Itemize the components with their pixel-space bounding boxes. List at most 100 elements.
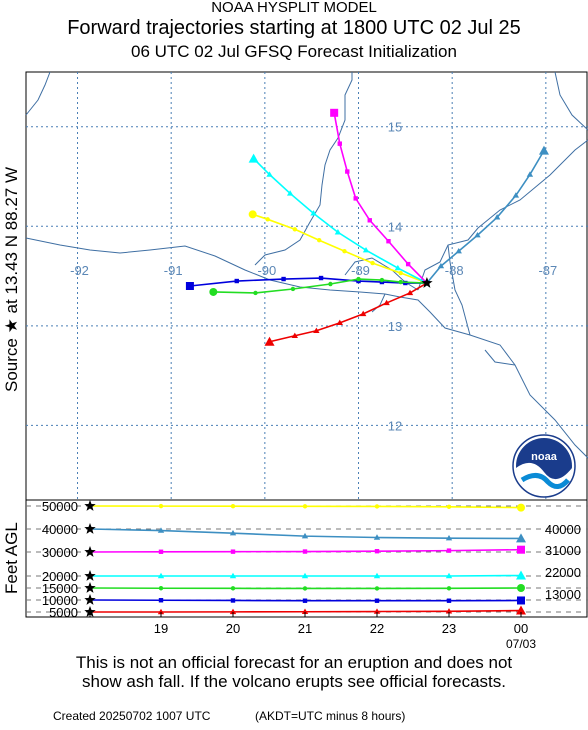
height-start-star-cyan: [84, 570, 96, 581]
height-left-label-6: 5000: [49, 605, 78, 620]
trajectory-red: [269, 282, 428, 343]
trajectory-cyan-point-1: [394, 264, 402, 271]
time-tick-label-2: 20: [226, 621, 240, 636]
height-steelblue-point-4: [373, 534, 381, 540]
height-red-point-3: [301, 608, 309, 614]
trajectory-steelblue-point-2: [455, 247, 462, 254]
height-steelblue-point-2: [229, 529, 237, 536]
height-right-label-2: 22000: [545, 565, 581, 580]
trajectory-cyan: [253, 158, 428, 284]
height-steelblue-point-1: [157, 527, 165, 533]
lon-tick-label-0: -92: [70, 263, 89, 278]
height-cyan-point-3: [301, 572, 309, 579]
height-blue-point-1: [158, 598, 164, 603]
height-right-label-1: 31000: [545, 543, 581, 558]
trajectory-magenta-point-1: [405, 261, 411, 267]
coastline-7: [25, 71, 51, 116]
height-frame: [25, 499, 588, 618]
height-green-point-6: [517, 584, 525, 592]
height-right-label-0: 40000: [545, 522, 581, 537]
height-cyan-point-6: [516, 570, 526, 580]
trajectory-red-point-7: [264, 336, 275, 346]
height-steelblue-point-5: [445, 535, 453, 541]
height-red-point-5: [445, 608, 453, 614]
height-start-star-yellow: [84, 500, 96, 511]
time-date-label: 07/03: [506, 637, 536, 650]
lon-tick-label-5: -87: [538, 263, 557, 278]
height-left-label-5: 10000: [42, 593, 78, 608]
trajectory-cyan-point-5: [286, 190, 294, 196]
trajectory-yellow-point-3: [342, 248, 347, 254]
trajectory-yellow-point-6: [265, 217, 270, 222]
trajectory-yellow-point-1: [398, 270, 403, 276]
trajectory-magenta-point-4: [353, 196, 358, 201]
lon-tick-label-3: -89: [351, 263, 370, 278]
trajectory-red-point-6: [291, 332, 299, 338]
height-magenta-point-3: [302, 549, 308, 554]
trajectory-steelblue-point-3: [474, 232, 481, 238]
trajectory-chart: -92 -91 -90 -89 -88 -87 12 13 14 15 noaa 50000 4000…: [25, 71, 588, 650]
coastline-5: [447, 244, 471, 336]
trajectory-steelblue-point-7: [538, 145, 549, 155]
disclaimer-line-2: show ash fall. If the volcano erupts see…: [82, 672, 506, 691]
trajectory-red-point-4: [336, 319, 343, 326]
trajectory-yellow-point-4: [316, 238, 322, 243]
trajectory-blue: [189, 277, 427, 287]
lat-tick-label-0: 12: [388, 418, 402, 433]
height-start-star-green: [84, 582, 96, 593]
height-magenta-point-1: [158, 549, 164, 554]
trajectory-blue-point-4: [318, 275, 324, 281]
coastline-8: [554, 71, 588, 131]
coastline-4: [484, 349, 516, 366]
footer: This is not an official forecast for an …: [0, 650, 588, 730]
trajectory-red-point-3: [360, 310, 367, 317]
height-blue-point-4: [374, 598, 380, 603]
height-green-point-4: [374, 586, 380, 591]
trajectory-magenta-point-5: [345, 169, 350, 174]
trajectory-red-point-2: [383, 299, 390, 306]
trajectory-steelblue-point-5: [512, 192, 520, 198]
height-yellow-point-3: [302, 504, 308, 509]
trajectory-cyan-point-2: [362, 246, 370, 253]
height-magenta-point-6: [517, 545, 525, 554]
trajectory-magenta-point-2: [386, 239, 391, 244]
height-left-label-4: 15000: [42, 581, 78, 596]
height-red-point-4: [373, 608, 381, 614]
trajectory-magenta-point-3: [367, 218, 372, 223]
trajectory-magenta-point-6: [337, 141, 342, 146]
lat-tick-label-3: 15: [388, 120, 402, 135]
coastline-1: [254, 72, 353, 266]
height-cyan-point-1: [157, 572, 165, 579]
trajectory-red-point-5: [313, 327, 320, 333]
height-left-label-0: 50000: [42, 499, 78, 514]
height-green-point-3: [302, 586, 308, 591]
lon-tick-label-1: -91: [164, 263, 183, 278]
height-green-point-1: [158, 586, 164, 591]
trajectory-green-point-4: [328, 281, 333, 287]
height-green-point-2: [230, 586, 236, 591]
lon-tick-label-4: -88: [445, 263, 464, 278]
trajectory-steelblue-point-1: [437, 262, 445, 269]
lat-tick-label-1: 13: [388, 319, 402, 334]
height-steelblue-point-6: [516, 533, 526, 543]
time-tick-label-5: 23: [442, 621, 456, 636]
height-axis-label: Feet AGL: [2, 522, 21, 594]
created-timestamp: Created 20250702 1007 UTC: [53, 709, 211, 723]
trajectory-blue-point-7: [185, 282, 194, 290]
height-yellow-point-2: [230, 504, 236, 509]
height-magenta-point-4: [374, 548, 380, 554]
coastline-3: [417, 139, 588, 291]
trajectory-steelblue-point-4: [493, 214, 501, 220]
height-yellow-point-5: [446, 504, 452, 510]
time-tick-label-3: 21: [298, 621, 312, 636]
trajectory-magenta: [333, 112, 428, 284]
source-location-label: Source ★ at 13.43 N 88.27 W: [2, 166, 21, 392]
height-yellow-point-4: [374, 504, 380, 509]
trajectory-green-point-3: [356, 276, 361, 282]
disclaimer-line-1: This is not an official forecast for an …: [75, 653, 513, 672]
trajectory-cyan-point-3: [334, 229, 342, 235]
trajectory-steelblue-point-6: [526, 171, 534, 177]
height-start-star-red: [84, 606, 96, 617]
trajectory-green-point-7: [209, 287, 218, 296]
time-tick-label-6: 00: [514, 621, 528, 636]
